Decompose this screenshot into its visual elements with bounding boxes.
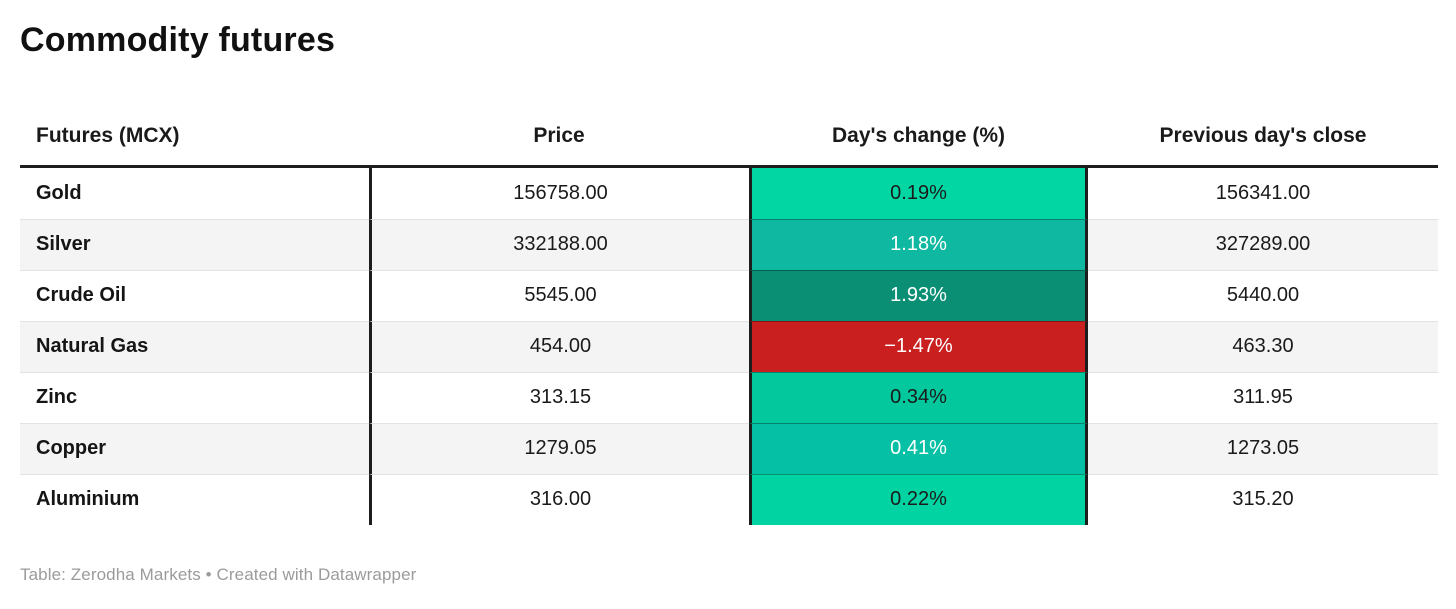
source-link[interactable]: Zerodha Markets — [70, 564, 201, 584]
table-footer: Table: Zerodha Markets • Created with Da… — [20, 565, 1438, 585]
price-cell: 316.00 — [369, 473, 749, 525]
futures-name-cell: Gold — [36, 181, 82, 204]
prev-close-cell: 156341.00 — [1215, 181, 1311, 204]
table-body: Gold 156758.00 0.19% 156341.00 Silver 33… — [20, 167, 1438, 525]
price-cell: 5545.00 — [369, 269, 749, 321]
table-header-row: Futures (MCX) Price Day's change (%) Pre… — [20, 107, 1438, 168]
commodity-futures-table-page: Commodity futures Futures (MCX) Price Da… — [20, 0, 1438, 585]
futures-name-cell: Crude Oil — [20, 269, 369, 321]
prev-close-cell: 311.95 — [1088, 371, 1438, 423]
prev-close-cell: 327289.00 — [1088, 218, 1438, 270]
futures-name-cell: Copper — [20, 422, 369, 474]
column-header-futures-mcx: Futures (MCX) — [36, 123, 180, 147]
column-header-price: Price — [533, 123, 585, 147]
days-change-cell: 0.34% — [749, 371, 1088, 423]
footer-created-with: Created with — [216, 564, 318, 584]
days-change-cell: 1.18% — [749, 218, 1088, 270]
days-change-cell: 0.41% — [749, 422, 1088, 474]
price-cell: 156758.00 — [369, 167, 749, 219]
days-change-cell: 1.93% — [749, 269, 1088, 321]
price-cell: 313.15 — [369, 371, 749, 423]
futures-name-cell: Natural Gas — [20, 320, 369, 372]
price-cell: 332188.00 — [369, 218, 749, 270]
days-change-cell: 0.19% — [749, 167, 1088, 219]
footer-prefix: Table: — [20, 564, 71, 584]
table-row: Gold 156758.00 0.19% 156341.00 — [20, 167, 1438, 219]
price-cell: 1279.05 — [369, 422, 749, 474]
page-title: Commodity futures — [20, 21, 336, 59]
days-change-cell: 0.22% — [749, 473, 1088, 525]
table-row: Natural Gas 454.00 −1.47% 463.30 — [20, 320, 1438, 372]
futures-name-cell: Silver — [20, 218, 369, 270]
price-cell: 454.00 — [369, 320, 749, 372]
footer-separator: • — [200, 564, 217, 584]
prev-close-cell: 463.30 — [1088, 320, 1438, 372]
data-table: Futures (MCX) Price Day's change (%) Pre… — [20, 107, 1438, 525]
table-row: Crude Oil 5545.00 1.93% 5440.00 — [20, 269, 1438, 321]
prev-close-cell: 5440.00 — [1088, 269, 1438, 321]
datawrapper-link[interactable]: Datawrapper — [317, 564, 417, 584]
prev-close-cell: 1273.05 — [1088, 422, 1438, 474]
table-row: Copper 1279.05 0.41% 1273.05 — [20, 422, 1438, 474]
table-row: Aluminium 316.00 0.22% 315.20 — [20, 473, 1438, 525]
prev-close-cell: 315.20 — [1088, 473, 1438, 525]
table-row: Zinc 313.15 0.34% 311.95 — [20, 371, 1438, 423]
column-header-previous-days-close: Previous day's close — [1159, 123, 1367, 147]
days-change-cell: −1.47% — [749, 320, 1088, 372]
futures-name-cell: Aluminium — [20, 473, 369, 525]
table-row: Silver 332188.00 1.18% 327289.00 — [20, 218, 1438, 270]
futures-name-cell: Zinc — [20, 371, 369, 423]
column-header-days-change: Day's change (%) — [831, 123, 1006, 147]
